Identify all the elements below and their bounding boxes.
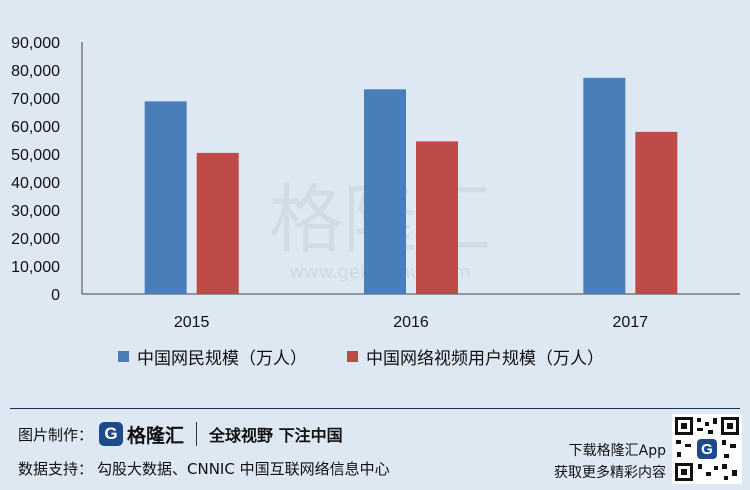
chart-area: 格隆汇 www.gelonghui.com 010,00020,00030,00… [11, 35, 740, 369]
legend: 中国网民规模（万人） 中国网络视频用户规模（万人） [118, 344, 604, 369]
y-tick-label: 80,000 [11, 63, 60, 80]
y-tick-label: 20,000 [11, 231, 60, 248]
y-tick-label: 40,000 [11, 175, 60, 192]
y-tick-label: 30,000 [11, 203, 60, 220]
y-tick-label: 70,000 [11, 91, 60, 108]
slogan: 全球视野 下注中国 [209, 426, 343, 445]
svg-text:G: G [701, 441, 713, 458]
gelonghui-logo: G 格隆汇 [99, 421, 184, 448]
download-line-2: 获取更多精彩内容 [554, 465, 666, 481]
x-tick-label: 2016 [393, 314, 429, 331]
legend-label-netizens: 中国网民规模（万人） [137, 349, 307, 369]
legend-item-video-users: 中国网络视频用户规模（万人） [347, 344, 604, 369]
bar-video-users-2016 [416, 141, 458, 294]
bar-netizens-2016 [364, 89, 406, 294]
legend-swatch-netizens [118, 351, 129, 362]
y-tick-label: 90,000 [11, 35, 60, 52]
logo-g-icon: G [99, 422, 124, 446]
bar-netizens-2015 [144, 101, 187, 294]
logo-name: 格隆汇 [127, 424, 185, 447]
credit-label: 图片制作： [18, 425, 94, 444]
x-tick-label: 2015 [174, 314, 210, 331]
legend-item-netizens: 中国网民规模（万人） [118, 344, 307, 369]
y-tick-label: 50,000 [11, 147, 60, 164]
source-label: 数据支持： [18, 460, 94, 478]
x-tick-label: 2017 [613, 314, 649, 331]
y-tick-label: 0 [51, 287, 60, 304]
source-text: 勾股大数据、CNNIC 中国互联网络信息中心 [97, 460, 390, 478]
bar-netizens-2017 [583, 77, 626, 294]
bars [144, 77, 678, 294]
bar-video-users-2015 [196, 152, 239, 294]
footer-source: 数据支持： 勾股大数据、CNNIC 中国互联网络信息中心 [18, 458, 390, 479]
download-line-1: 下载格隆汇App [568, 443, 666, 459]
bar-chart: 格隆汇 www.gelonghui.com 010,00020,00030,00… [11, 35, 740, 331]
bar-video-users-2017 [635, 131, 678, 294]
download-prompt: 下载格隆汇App 获取更多精彩内容 [554, 440, 666, 484]
logo-separator [196, 422, 198, 446]
y-tick-label: 60,000 [11, 119, 60, 136]
footer-divider [10, 408, 740, 409]
legend-label-video-users: 中国网络视频用户规模（万人） [366, 349, 604, 369]
qr-code-icon: G [672, 414, 742, 484]
x-axis: 2015 2016 2017 [174, 314, 648, 331]
y-axis: 0 10,000 20,000 30,000 40,000 50,000 60,000 70,… [11, 35, 60, 304]
footer-credit: 图片制作： G 格隆汇 全球视野 下注中国 [18, 420, 343, 448]
y-tick-label: 10,000 [11, 259, 60, 276]
legend-swatch-video-users [347, 351, 358, 362]
